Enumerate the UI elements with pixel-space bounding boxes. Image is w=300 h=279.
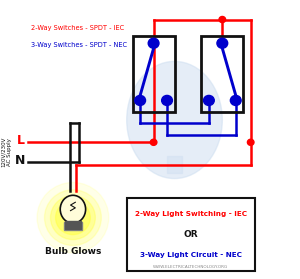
- Text: 3-Way Light Circuit - NEC: 3-Way Light Circuit - NEC: [140, 252, 242, 258]
- Circle shape: [148, 38, 159, 48]
- Bar: [64, 222, 82, 230]
- Circle shape: [217, 38, 228, 48]
- Circle shape: [230, 95, 241, 105]
- Bar: [64, 221, 81, 223]
- Text: 2-Way Light Switching - IEC: 2-Way Light Switching - IEC: [135, 211, 247, 217]
- Text: WWW.ELECTRICALTECHNOLOGY.ORG: WWW.ELECTRICALTECHNOLOGY.ORG: [153, 265, 229, 269]
- Text: 2-Way Switches - SPDT - IEC: 2-Way Switches - SPDT - IEC: [31, 25, 124, 31]
- Circle shape: [203, 95, 214, 105]
- Ellipse shape: [127, 61, 222, 179]
- Circle shape: [248, 139, 254, 145]
- Ellipse shape: [56, 201, 90, 235]
- Text: 3-Way Switches - SPDT - NEC: 3-Way Switches - SPDT - NEC: [31, 42, 127, 48]
- Circle shape: [219, 16, 226, 23]
- Ellipse shape: [60, 195, 86, 223]
- Circle shape: [150, 139, 157, 145]
- Text: 120V/230V
AC Supply: 120V/230V AC Supply: [1, 137, 12, 167]
- Ellipse shape: [44, 190, 101, 246]
- Circle shape: [162, 95, 172, 105]
- Text: L: L: [17, 134, 25, 147]
- Text: N: N: [15, 154, 25, 167]
- Bar: [64, 223, 81, 226]
- Ellipse shape: [50, 196, 95, 240]
- Bar: [64, 226, 81, 229]
- Bar: [167, 156, 182, 173]
- Bar: [201, 36, 243, 112]
- Text: OR: OR: [184, 230, 198, 239]
- Circle shape: [135, 95, 146, 105]
- Bar: [133, 36, 175, 112]
- Text: Bulb Glows: Bulb Glows: [45, 247, 101, 256]
- Bar: [127, 198, 255, 271]
- Ellipse shape: [37, 182, 109, 253]
